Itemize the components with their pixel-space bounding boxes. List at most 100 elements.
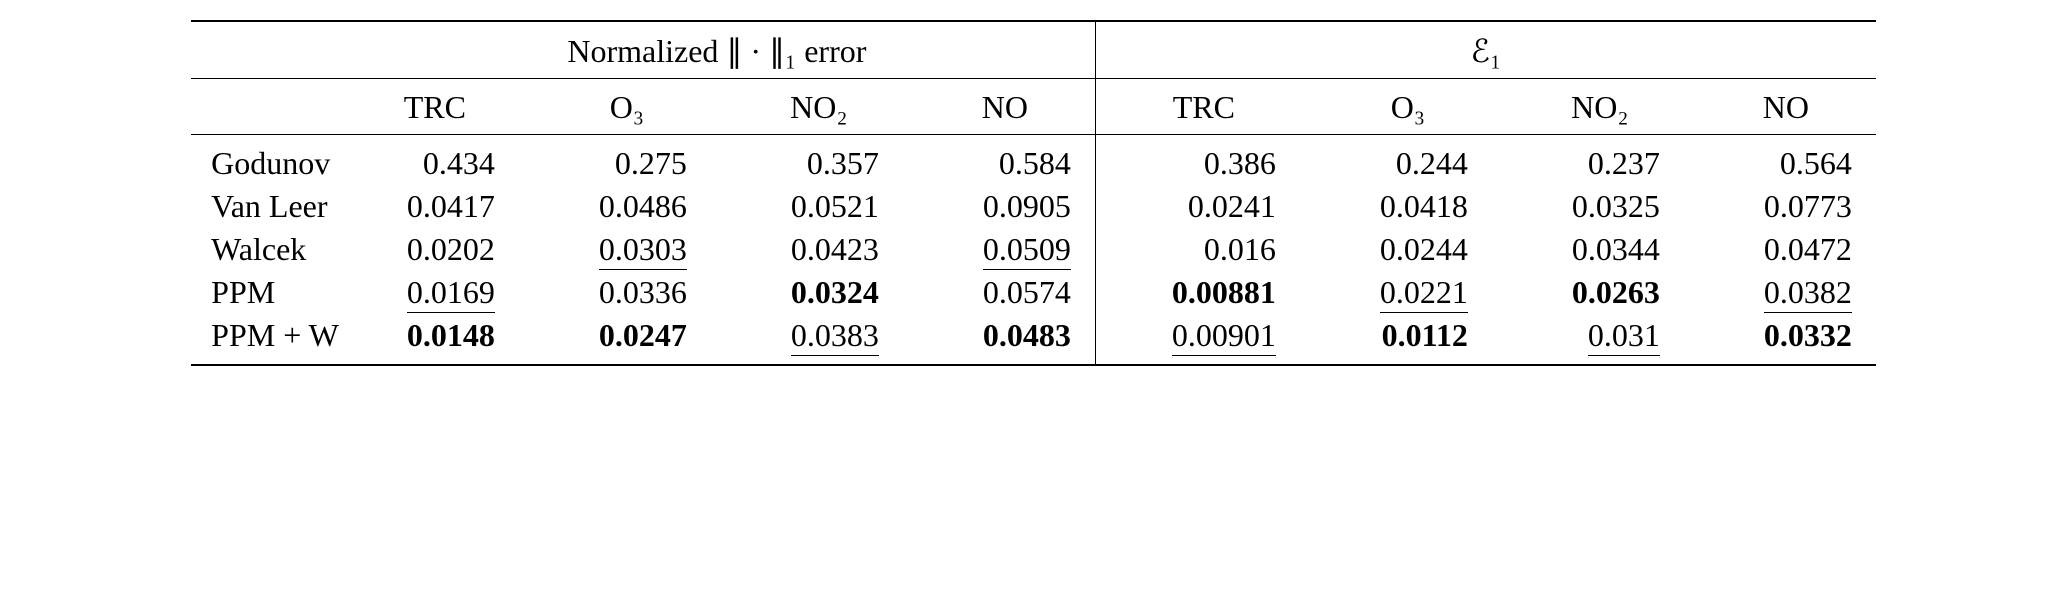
cell-value: 0.0483 (983, 317, 1071, 354)
cell-value: 0.0332 (1764, 317, 1852, 354)
cell-value: 0.275 (615, 145, 687, 182)
col-header: O₃ (531, 79, 723, 135)
cell-value: 0.0418 (1380, 188, 1468, 225)
cell: 0.0417 (339, 185, 531, 228)
cell: 0.0483 (915, 314, 1096, 365)
cell-value: 0.00901 (1172, 317, 1276, 354)
table-row: Godunov 0.434 0.275 0.357 0.584 0.386 0.244 0.2… (191, 135, 1876, 186)
right-group-label: ℰ₁ (1471, 33, 1502, 69)
cell-value: 0.0336 (599, 274, 687, 311)
cell: 0.0905 (915, 185, 1096, 228)
row-label: Walcek (191, 228, 339, 271)
cell-value: 0.0521 (791, 188, 879, 225)
row-label: PPM (191, 271, 339, 314)
col-header: O₃ (1312, 79, 1504, 135)
cell-value: 0.0417 (407, 188, 495, 225)
group-header-row: Normalized ∥ · ∥₁ error ℰ₁ (191, 21, 1876, 79)
cell: 0.0112 (1312, 314, 1504, 365)
cell: 0.0221 (1312, 271, 1504, 314)
col-header: TRC (1095, 79, 1312, 135)
cell-value: 0.0509 (983, 231, 1071, 268)
cell-value: 0.0773 (1764, 188, 1852, 225)
col-header: NO (915, 79, 1096, 135)
cell-value: 0.0303 (599, 231, 687, 268)
cell-value: 0.031 (1588, 317, 1660, 354)
col-header: NO (1696, 79, 1876, 135)
cell: 0.0382 (1696, 271, 1876, 314)
cell: 0.0332 (1696, 314, 1876, 365)
cell-value: 0.0263 (1572, 274, 1660, 311)
cell: 0.0509 (915, 228, 1096, 271)
error-table: Normalized ∥ · ∥₁ error ℰ₁ TRC O₃ NO₂ NO… (191, 20, 1876, 366)
cell-value: 0.564 (1780, 145, 1852, 182)
cell: 0.0148 (339, 314, 531, 365)
cell-value: 0.0324 (791, 274, 879, 311)
cell-value: 0.244 (1396, 145, 1468, 182)
table-row: Van Leer 0.0417 0.0486 0.0521 0.0905 0.0241 0.… (191, 185, 1876, 228)
row-label: Godunov (191, 135, 339, 186)
cell: 0.0344 (1504, 228, 1696, 271)
col-header: NO₂ (723, 79, 915, 135)
cell: 0.0521 (723, 185, 915, 228)
table-row: PPM 0.0169 0.0336 0.0324 0.0574 0.00881 0.0221… (191, 271, 1876, 314)
cell: 0.0418 (1312, 185, 1504, 228)
cell: 0.0244 (1312, 228, 1504, 271)
blank-corner (191, 21, 339, 79)
left-group-label: Normalized ∥ · ∥₁ error (567, 33, 866, 69)
cell: 0.0486 (531, 185, 723, 228)
right-group-header: ℰ₁ (1095, 21, 1876, 79)
cell: 0.237 (1504, 135, 1696, 186)
cell: 0.564 (1696, 135, 1876, 186)
cell: 0.0241 (1095, 185, 1312, 228)
cell-value: 0.0472 (1764, 231, 1852, 268)
cell-value: 0.0169 (407, 274, 495, 311)
cell-value: 0.0112 (1382, 317, 1468, 354)
cell: 0.0423 (723, 228, 915, 271)
cell-value: 0.0486 (599, 188, 687, 225)
cell-value: 0.0383 (791, 317, 879, 354)
cell-value: 0.0344 (1572, 231, 1660, 268)
table-row: PPM + W 0.0148 0.0247 0.0383 0.0483 0.00901 0.… (191, 314, 1876, 365)
cell-value: 0.0221 (1380, 274, 1468, 311)
cell: 0.275 (531, 135, 723, 186)
cell: 0.357 (723, 135, 915, 186)
col-header: TRC (339, 79, 531, 135)
col-header: NO₂ (1504, 79, 1696, 135)
cell: 0.0202 (339, 228, 531, 271)
cell: 0.0303 (531, 228, 723, 271)
cell: 0.0325 (1504, 185, 1696, 228)
cell: 0.0169 (339, 271, 531, 314)
cell: 0.0324 (723, 271, 915, 314)
cell-value: 0.0423 (791, 231, 879, 268)
cell: 0.00881 (1095, 271, 1312, 314)
cell-value: 0.237 (1588, 145, 1660, 182)
cell: 0.386 (1095, 135, 1312, 186)
column-header-row: TRC O₃ NO₂ NO TRC O₃ NO₂ NO (191, 79, 1876, 135)
cell: 0.584 (915, 135, 1096, 186)
cell-value: 0.584 (999, 145, 1071, 182)
cell-value: 0.0241 (1188, 188, 1276, 225)
cell: 0.434 (339, 135, 531, 186)
table-row: Walcek 0.0202 0.0303 0.0423 0.0509 0.016 0.024… (191, 228, 1876, 271)
cell-value: 0.357 (807, 145, 879, 182)
cell: 0.016 (1095, 228, 1312, 271)
cell-value: 0.0247 (599, 317, 687, 354)
cell-value: 0.434 (423, 145, 495, 182)
cell-value: 0.0202 (407, 231, 495, 268)
cell: 0.0773 (1696, 185, 1876, 228)
cell-value: 0.0148 (407, 317, 495, 354)
row-label: PPM + W (191, 314, 339, 365)
cell: 0.0247 (531, 314, 723, 365)
cell: 0.0574 (915, 271, 1096, 314)
cell-value: 0.0574 (983, 274, 1071, 311)
cell-value: 0.0905 (983, 188, 1071, 225)
cell-value: 0.0244 (1380, 231, 1468, 268)
cell: 0.00901 (1095, 314, 1312, 365)
cell-value: 0.00881 (1172, 274, 1276, 311)
cell-value: 0.386 (1204, 145, 1276, 182)
cell-value: 0.016 (1204, 231, 1276, 268)
cell: 0.0383 (723, 314, 915, 365)
cell: 0.0472 (1696, 228, 1876, 271)
cell: 0.244 (1312, 135, 1504, 186)
row-label: Van Leer (191, 185, 339, 228)
